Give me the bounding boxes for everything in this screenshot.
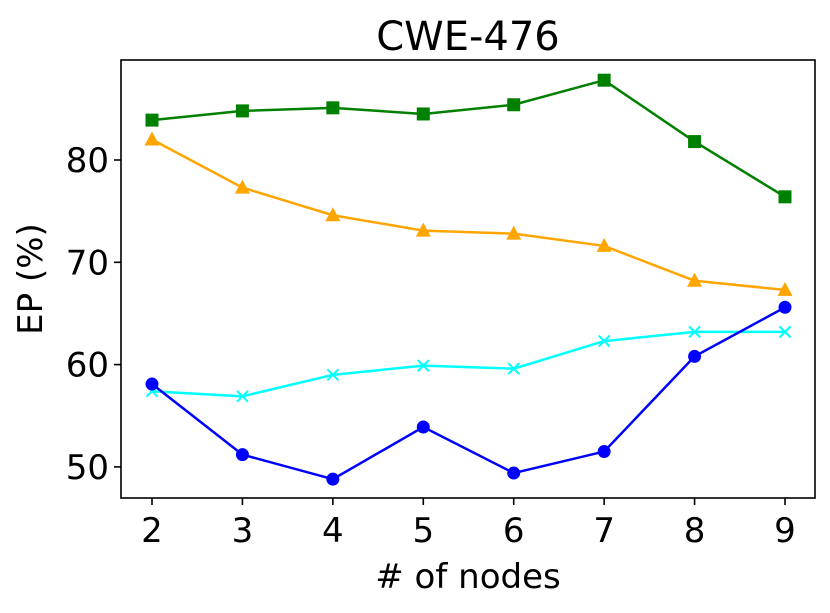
- circle-marker: [235, 448, 249, 462]
- y-tick-label: 70: [66, 243, 109, 283]
- triangle-marker: [596, 237, 612, 252]
- square-marker: [688, 135, 702, 149]
- y-tick-label: 80: [66, 141, 109, 181]
- square-marker: [778, 190, 792, 204]
- triangle-marker: [506, 225, 522, 240]
- circle-marker: [597, 445, 611, 459]
- x-marker: [778, 325, 792, 339]
- square-marker: [326, 101, 340, 115]
- y-tick-label: 60: [66, 346, 109, 386]
- square-marker: [507, 98, 521, 112]
- x-axis-label: # of nodes: [375, 557, 560, 597]
- series-green-square: [145, 73, 792, 204]
- series-line: [151, 78, 786, 198]
- x-marker: [236, 390, 249, 403]
- triangle-marker: [325, 207, 341, 222]
- x-tick-label: 4: [322, 511, 344, 551]
- x-marker: [326, 368, 340, 382]
- y-axis: 50 60 70 80: [66, 141, 121, 488]
- x-tick-label: 6: [503, 511, 525, 551]
- series-line: [151, 330, 785, 398]
- x-marker: [417, 359, 430, 372]
- circle-marker: [145, 377, 159, 391]
- x-tick-label: 8: [684, 511, 706, 551]
- x-marker: [507, 362, 520, 375]
- series-cyan-x: [145, 325, 792, 403]
- y-axis-label: EP (%): [11, 223, 51, 335]
- triangle-marker: [687, 272, 703, 287]
- triangle-marker: [234, 179, 250, 194]
- x-tick-label: 9: [774, 511, 796, 551]
- square-marker: [145, 113, 159, 127]
- circle-marker: [507, 466, 521, 480]
- x-tick-label: 7: [593, 511, 615, 551]
- series-blue-circle: [145, 300, 792, 486]
- circle-marker: [416, 420, 430, 434]
- chart-title: CWE-476: [376, 14, 560, 60]
- series-line: [151, 306, 786, 481]
- circle-marker: [688, 349, 702, 363]
- square-marker: [416, 107, 430, 121]
- circle-marker: [326, 472, 340, 486]
- series-line: [151, 138, 786, 292]
- square-marker: [235, 104, 249, 118]
- plot-area: [144, 73, 793, 486]
- axes-frame: [120, 59, 816, 499]
- x-tick-label: 3: [232, 511, 254, 551]
- circle-marker: [778, 300, 792, 314]
- x-marker: [688, 325, 701, 339]
- triangle-marker: [144, 131, 160, 146]
- triangle-marker: [777, 281, 793, 296]
- x-tick-label: 5: [412, 511, 434, 551]
- x-marker: [597, 334, 611, 348]
- square-marker: [597, 73, 611, 87]
- series-orange-triangle: [144, 131, 793, 296]
- x-axis: 2 3 4 5 6 7 8 9: [141, 498, 796, 551]
- y-tick-label: 50: [66, 448, 109, 488]
- x-tick-label: 2: [141, 511, 163, 551]
- triangle-marker: [415, 222, 431, 237]
